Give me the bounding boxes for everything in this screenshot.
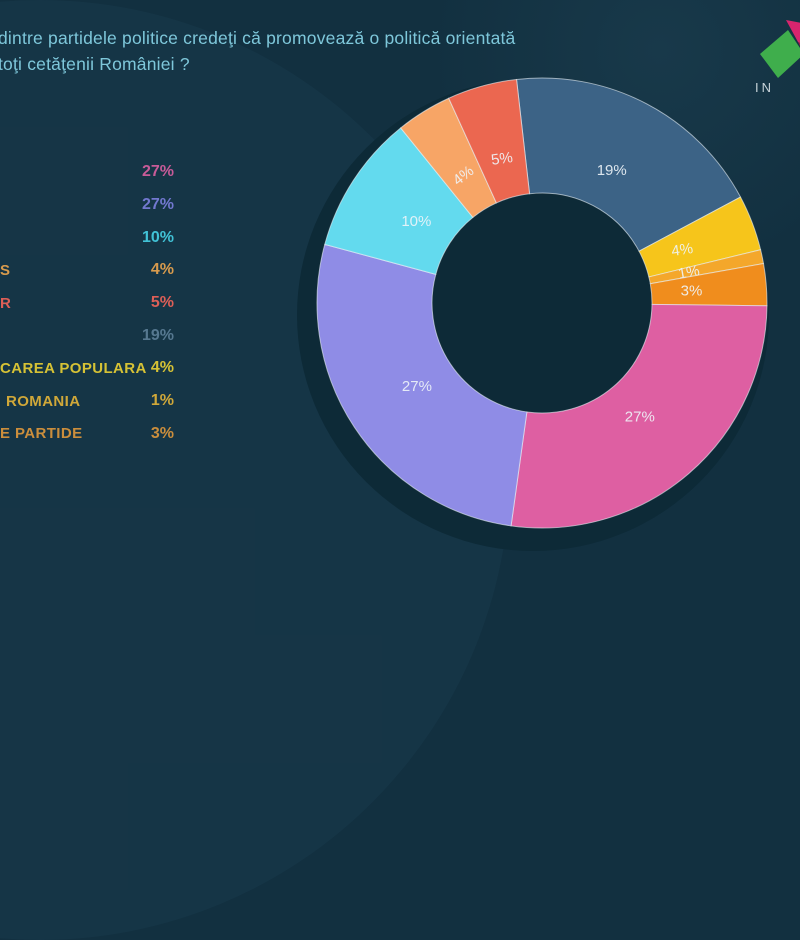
legend-row: CAREA POPULARA 4% (0, 352, 174, 385)
legend-percent: 3% (150, 424, 174, 442)
slice-label: 19% (597, 162, 627, 179)
inscop-logo-icon (760, 20, 800, 78)
pie-slice (448, 78, 531, 204)
legend-percent: 5% (150, 294, 174, 312)
donut-chart: 19%4%1%3%27%27%10%4%5% (316, 77, 768, 529)
survey-question: dintre partidele politice credeţi că pro… (0, 25, 678, 77)
pie-slice (510, 303, 768, 529)
logo-text: IN (755, 80, 774, 95)
slice-label: 5% (490, 149, 514, 169)
slice-label: 3% (681, 283, 703, 300)
legend-percent: 27% (141, 196, 174, 214)
legend-percent: 1% (150, 392, 174, 410)
pie-slice (515, 77, 742, 252)
legend: 27% 27% 10% S 4% R 5% 19% CAREA POPULARA… (0, 156, 174, 450)
legend-row: 19% (0, 319, 174, 352)
slice-label: 27% (402, 378, 432, 395)
legend-percent: 4% (150, 359, 174, 377)
pie-slice (316, 243, 528, 527)
legend-party-name: CAREA POPULARA (0, 359, 147, 377)
question-line-1: dintre partidele politice credeţi că pro… (0, 28, 516, 48)
legend-party-name: S (0, 261, 11, 279)
legend-party-name: R (0, 294, 12, 312)
question-line-2: toţi cetăţenii României ? (0, 54, 190, 74)
legend-row: E PARTIDE 3% (0, 418, 174, 451)
legend-percent: 19% (141, 326, 174, 344)
legend-row: 27% (0, 156, 174, 189)
legend-row: ROMANIA 1% (0, 385, 174, 418)
legend-row: R 5% (0, 287, 174, 320)
legend-row: 27% (0, 189, 174, 222)
legend-party-name: E PARTIDE (0, 425, 83, 443)
legend-row: S 4% (0, 254, 174, 287)
legend-percent: 10% (141, 228, 174, 246)
legend-percent: 4% (150, 261, 174, 279)
slice-label: 10% (401, 213, 431, 230)
slice-label: 27% (625, 409, 655, 426)
slice-label: 4% (670, 240, 694, 260)
legend-party-name: ROMANIA (6, 392, 81, 410)
legend-percent: 27% (141, 163, 174, 181)
legend-row: 10% (0, 221, 174, 254)
